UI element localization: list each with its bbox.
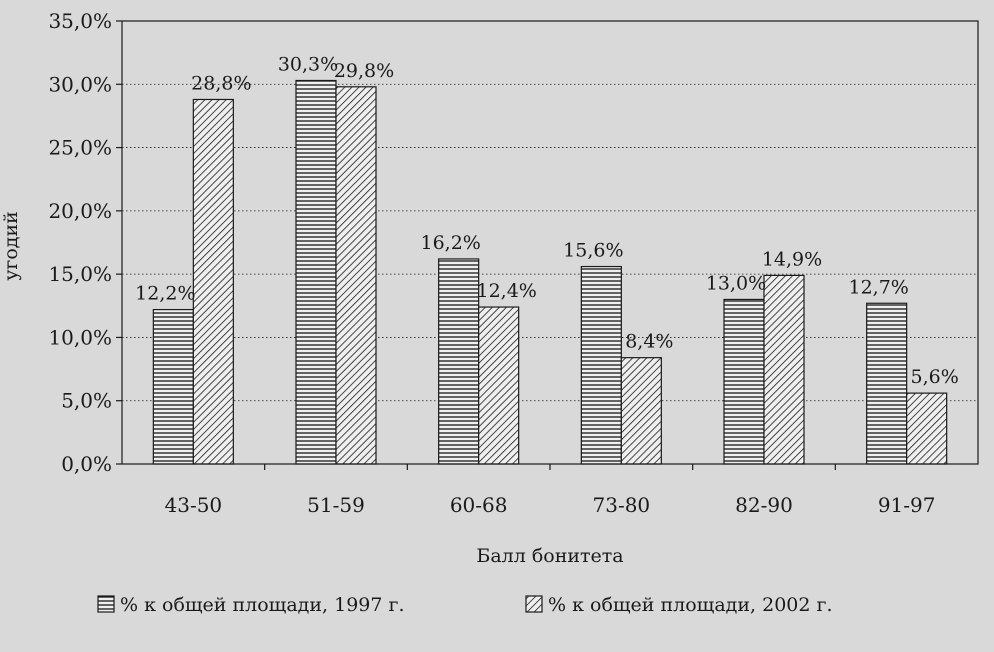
data-label: 28,8%: [191, 72, 251, 94]
bar-series-1: [866, 302, 908, 465]
y-tick-label: 15,0%: [48, 262, 112, 286]
y-axis-title: угодий: [0, 211, 22, 281]
y-tick-label: 30,0%: [48, 72, 112, 96]
x-tick-label: 60-68: [450, 493, 508, 517]
bar-series-1: [295, 79, 337, 465]
data-label: 12,7%: [848, 276, 908, 298]
x-tick-label: 43-50: [165, 493, 223, 517]
bar-series-1: [438, 258, 480, 465]
y-tick-label: 5,0%: [61, 389, 112, 413]
data-label: 15,6%: [563, 240, 623, 262]
data-label: 5,6%: [911, 366, 959, 388]
data-label: 8,4%: [625, 331, 673, 353]
data-label: 13,0%: [706, 272, 766, 294]
data-label: 29,8%: [334, 60, 394, 82]
legend-label-series-2: % к общей площади, 2002 г.: [548, 594, 833, 616]
x-tick-label: 82-90: [735, 493, 793, 517]
bar-series-2: [192, 98, 234, 465]
bars: [152, 79, 948, 465]
axes: [116, 20, 979, 470]
data-label: 30,3%: [278, 53, 338, 75]
legend-swatch-series-2: [525, 595, 543, 613]
x-tick-label: 91-97: [878, 493, 936, 517]
bar-series-1: [580, 265, 622, 465]
x-tick-label: 51-59: [307, 493, 365, 517]
y-tick-label: 25,0%: [48, 136, 112, 160]
y-tick-label: 10,0%: [48, 325, 112, 349]
data-label: 12,2%: [135, 283, 195, 305]
bar-series-1: [723, 298, 765, 465]
bar-series-2: [620, 357, 662, 465]
x-tick-label: 73-80: [593, 493, 651, 517]
bar-series-2: [763, 274, 805, 465]
bar-series-2: [906, 392, 948, 465]
y-tick-label: 35,0%: [48, 9, 112, 33]
bar-series-2: [335, 86, 377, 465]
y-tick-label: 0,0%: [61, 452, 112, 476]
labels: 0,0% 5,0% 10,0% 15,0% 20,0% 25,0% 30,0% 35,0% 12…: [0, 9, 959, 567]
y-tick-label: 20,0%: [48, 199, 112, 223]
x-axis-title: Балл бонитета: [476, 545, 623, 567]
legend-swatch-series-1: [97, 595, 115, 613]
legend: % к общей площади, 1997 г. % к общей площ…: [97, 594, 833, 616]
legend-label-series-1: % к общей площади, 1997 г.: [120, 594, 405, 616]
bar-series-1: [152, 308, 194, 465]
data-label: 16,2%: [420, 232, 480, 254]
bar-series-2: [478, 306, 520, 465]
gridlines: [122, 83, 978, 402]
data-label: 14,9%: [762, 248, 822, 270]
data-label: 12,4%: [476, 280, 536, 302]
